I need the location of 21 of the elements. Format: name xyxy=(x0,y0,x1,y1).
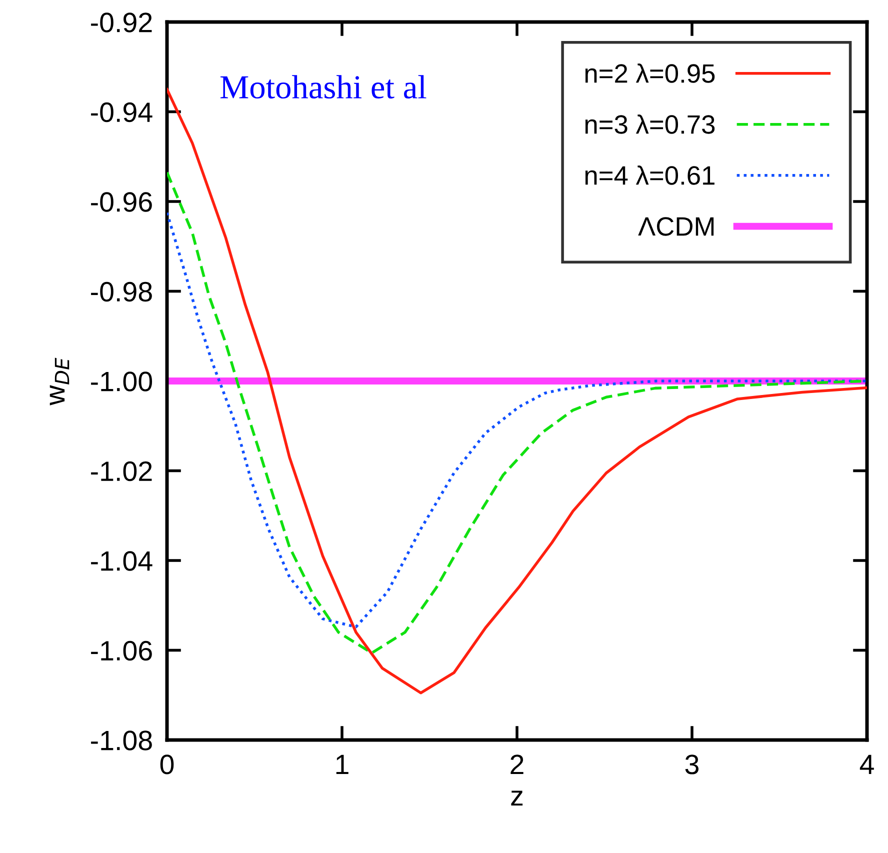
x-tick-label: 2 xyxy=(510,754,524,774)
legend-label: n=4 λ=0.61 xyxy=(585,165,714,185)
legend-label: n=2 λ=0.95 xyxy=(585,63,715,83)
y-tick-label: -1.08 xyxy=(91,730,152,750)
y-tick-label: -0.94 xyxy=(91,102,152,122)
y-tick-label: -1.02 xyxy=(91,461,152,482)
x-tick-label: 4 xyxy=(860,754,874,774)
legend-label: n=3 λ=0.73 xyxy=(585,114,715,134)
annotation: Motohashi et al xyxy=(220,75,426,99)
y-tick-label: -0.98 xyxy=(91,282,152,302)
y-tick-label: -1.06 xyxy=(91,640,152,661)
y-axis-title: w$_{DE}$ xyxy=(50,358,70,406)
y-tick-label: -0.96 xyxy=(91,192,152,212)
x-tick-label: 0 xyxy=(160,754,174,774)
y-tick-label: -1.00 xyxy=(91,372,152,392)
x-tick-label: 1 xyxy=(336,754,348,774)
x-tick-label: 3 xyxy=(685,754,699,774)
y-tick-label: -0.92 xyxy=(91,12,152,32)
legend-label: ΛCDM xyxy=(638,217,714,236)
y-tick-label: -1.04 xyxy=(91,551,152,571)
x-axis-title: z xyxy=(511,790,523,806)
